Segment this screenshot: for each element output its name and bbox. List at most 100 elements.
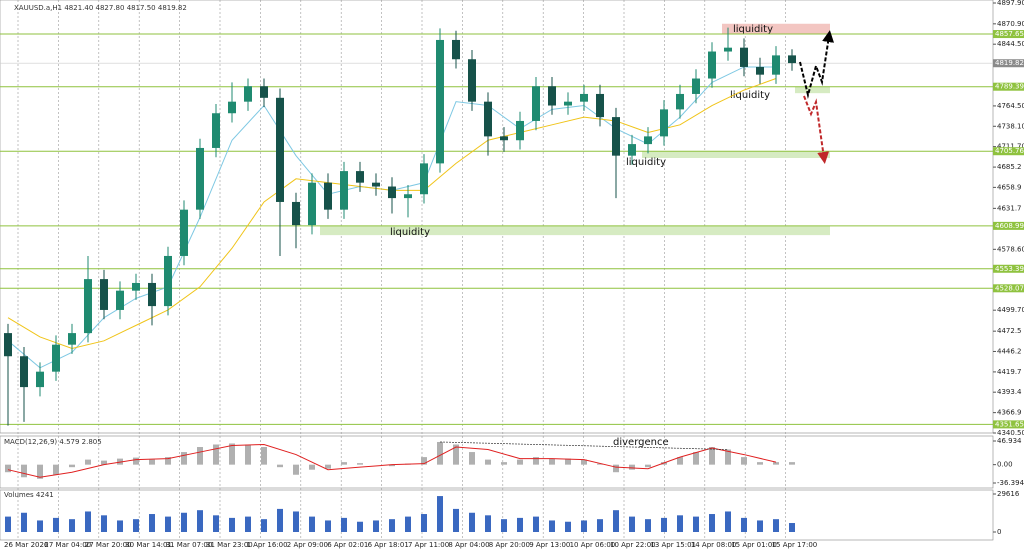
volume-bar bbox=[421, 514, 427, 532]
volume-bar bbox=[325, 520, 331, 532]
candle-body bbox=[84, 279, 92, 334]
y-tick-label: 4446.2 bbox=[997, 347, 1022, 355]
x-tick-label: 27 Mar 04:00 bbox=[44, 541, 91, 549]
x-tick-label: 8 Apr 04:00 bbox=[448, 541, 489, 549]
macd-bar bbox=[389, 464, 395, 467]
candle-body bbox=[724, 47, 732, 52]
x-tick-label: 10 Apr 06:00 bbox=[570, 541, 616, 549]
macd-bar bbox=[565, 458, 571, 465]
candle-body bbox=[516, 120, 524, 141]
zone-label: liquidity bbox=[730, 90, 770, 101]
y-tick-label: 4366.9 bbox=[997, 409, 1022, 417]
macd-bar bbox=[421, 457, 427, 465]
candle-body bbox=[276, 97, 284, 202]
volume-bar bbox=[565, 521, 571, 532]
level-tag bbox=[993, 82, 1024, 91]
volume-bar bbox=[469, 512, 475, 532]
macd-bar bbox=[261, 447, 267, 465]
volume-bar bbox=[21, 512, 27, 532]
volume-tick-label: 29616 bbox=[997, 490, 1020, 498]
candle-body bbox=[612, 117, 620, 156]
zone-label: liquidity bbox=[733, 24, 773, 35]
macd-bar bbox=[789, 462, 795, 465]
volume-bar bbox=[341, 517, 347, 532]
level-label: 4553.39 bbox=[995, 265, 1024, 273]
volume-bar bbox=[37, 520, 43, 532]
candle-body bbox=[436, 39, 444, 164]
volume-bar bbox=[757, 520, 763, 532]
macd-tick-label: 46.934 bbox=[997, 437, 1022, 445]
volume-bar bbox=[677, 515, 683, 532]
volume-bar bbox=[485, 515, 491, 532]
volume-bar bbox=[101, 515, 107, 532]
volume-bar bbox=[53, 517, 59, 532]
volume-bar bbox=[181, 512, 187, 532]
current-price-label: 4819.82 bbox=[995, 59, 1024, 67]
candle-body bbox=[356, 171, 364, 183]
volume-bar bbox=[69, 519, 75, 532]
macd-bar bbox=[229, 443, 235, 465]
x-tick-label: 7 Apr 11:00 bbox=[408, 541, 449, 549]
x-tick-label: 14 Apr 08:00 bbox=[691, 541, 737, 549]
volume-bar bbox=[277, 508, 283, 532]
candle-body bbox=[548, 86, 556, 106]
macd-bar bbox=[469, 452, 475, 465]
candle-body bbox=[292, 201, 300, 226]
macd-bar bbox=[133, 457, 139, 465]
y-tick-label: 4499.70 bbox=[997, 306, 1024, 314]
candle-body bbox=[756, 66, 764, 75]
macd-bar bbox=[453, 444, 459, 465]
level-label: 4608.99 bbox=[995, 222, 1024, 230]
candle-body bbox=[708, 51, 716, 79]
liquidity-zone bbox=[722, 23, 830, 35]
macd-bar bbox=[741, 457, 747, 465]
candle-body bbox=[36, 371, 44, 388]
level-tag bbox=[993, 30, 1024, 39]
volume-bar bbox=[613, 510, 619, 532]
candle-body bbox=[212, 113, 220, 148]
candle-body bbox=[452, 39, 460, 60]
macd-bar bbox=[757, 462, 763, 465]
volume-bar bbox=[661, 517, 667, 532]
candle-body bbox=[692, 78, 700, 94]
volume-bar bbox=[693, 516, 699, 532]
volume-bar bbox=[373, 520, 379, 532]
level-label: 4528.07 bbox=[995, 284, 1024, 292]
x-tick-label: 1 Apr 16:00 bbox=[246, 541, 287, 549]
candle-body bbox=[164, 255, 172, 307]
x-tick-label: 27 Mar 20:00 bbox=[85, 541, 132, 549]
volume-bar bbox=[789, 523, 795, 532]
macd-bar bbox=[37, 464, 43, 479]
x-tick-label: 15 Apr 01:00 bbox=[731, 541, 777, 549]
liquidity-zone bbox=[795, 86, 830, 94]
y-tick-label: 4844.50 bbox=[997, 40, 1024, 48]
macd-bar bbox=[725, 449, 731, 465]
volume-bar bbox=[597, 519, 603, 532]
volume-bar bbox=[725, 511, 731, 532]
candle-body bbox=[740, 47, 748, 67]
volume-bar bbox=[581, 520, 587, 532]
volume-bar bbox=[5, 516, 11, 532]
macd-bar bbox=[69, 464, 75, 468]
candle-body bbox=[244, 86, 252, 102]
candle-body bbox=[68, 333, 76, 345]
macd-pane bbox=[0, 435, 994, 489]
x-tick-label: 9 Apr 13:00 bbox=[529, 541, 570, 549]
macd-bar bbox=[709, 447, 715, 465]
volume-bar bbox=[773, 519, 779, 532]
candle-body bbox=[4, 333, 12, 357]
y-tick-label: 4419.7 bbox=[997, 368, 1022, 376]
y-tick-label: 4658.9 bbox=[997, 183, 1022, 191]
candle-body bbox=[644, 136, 652, 145]
volume-bar bbox=[165, 516, 171, 532]
macd-bar bbox=[613, 464, 619, 473]
macd-bar bbox=[677, 457, 683, 465]
macd-bar bbox=[309, 464, 315, 470]
macd-bar bbox=[549, 458, 555, 465]
y-tick-label: 4472.5 bbox=[997, 327, 1022, 335]
current-price-tag bbox=[993, 59, 1024, 68]
macd-bar bbox=[597, 463, 603, 465]
macd-bar bbox=[5, 464, 11, 473]
liquidity-zone bbox=[642, 151, 830, 158]
